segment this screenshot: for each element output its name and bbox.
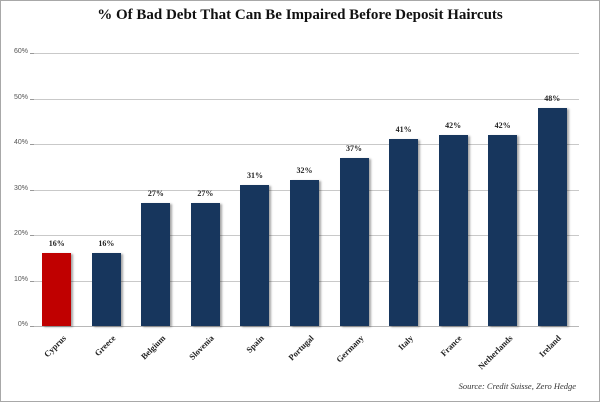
- bar-greece: [91, 253, 121, 326]
- x-axis: [34, 326, 579, 327]
- data-label: 48%: [544, 93, 561, 103]
- data-label: 32%: [296, 166, 313, 176]
- bar-cyprus: [42, 253, 72, 326]
- y-tick-label: 50%: [13, 93, 28, 101]
- data-label: 27%: [147, 189, 164, 199]
- y-tick: [30, 98, 34, 100]
- y-tick-label: 40%: [13, 139, 28, 146]
- gridline: [34, 98, 579, 100]
- gridline: [34, 53, 579, 54]
- bar-ireland: [537, 107, 567, 326]
- data-label: 27%: [197, 189, 214, 199]
- y-tick-label: 0%: [17, 321, 28, 328]
- bar-germany: [339, 157, 369, 326]
- gridline: [34, 144, 579, 145]
- plot-area: 0% 10% 20% 30% 40% 50% 60% 16% Cyprus 16% Greece 27…: [14, 48, 579, 371]
- bar-netherlands: [488, 134, 518, 326]
- data-label: 37%: [346, 143, 363, 153]
- y-tick: [30, 189, 34, 191]
- data-label: 31%: [246, 170, 263, 180]
- y-tick: [30, 235, 34, 236]
- y-tick: [30, 326, 34, 327]
- y-tick: [30, 280, 34, 282]
- source-note: Source: Credit Suisse, Zero Hedge: [458, 381, 576, 391]
- bar-slovenia: [190, 203, 220, 326]
- y-tick-label: 30%: [13, 184, 28, 192]
- data-label: 42%: [445, 120, 462, 130]
- data-label: 41%: [395, 125, 412, 135]
- bar-portugal: [290, 180, 319, 326]
- bar-france: [438, 134, 468, 326]
- y-tick-label: 20%: [13, 230, 28, 237]
- bar-belgium: [141, 203, 171, 326]
- y-tick-label: 60%: [13, 48, 28, 55]
- bar-italy: [389, 139, 419, 326]
- data-label: 42%: [494, 120, 511, 130]
- bar-spain: [240, 184, 270, 326]
- y-tick: [30, 144, 34, 145]
- data-label: 16%: [98, 239, 115, 249]
- y-tick: [30, 53, 34, 54]
- y-tick-label: 10%: [13, 275, 28, 283]
- chart-title: % Of Bad Debt That Can Be Impaired Befor…: [97, 7, 503, 23]
- data-label: 16%: [48, 239, 65, 249]
